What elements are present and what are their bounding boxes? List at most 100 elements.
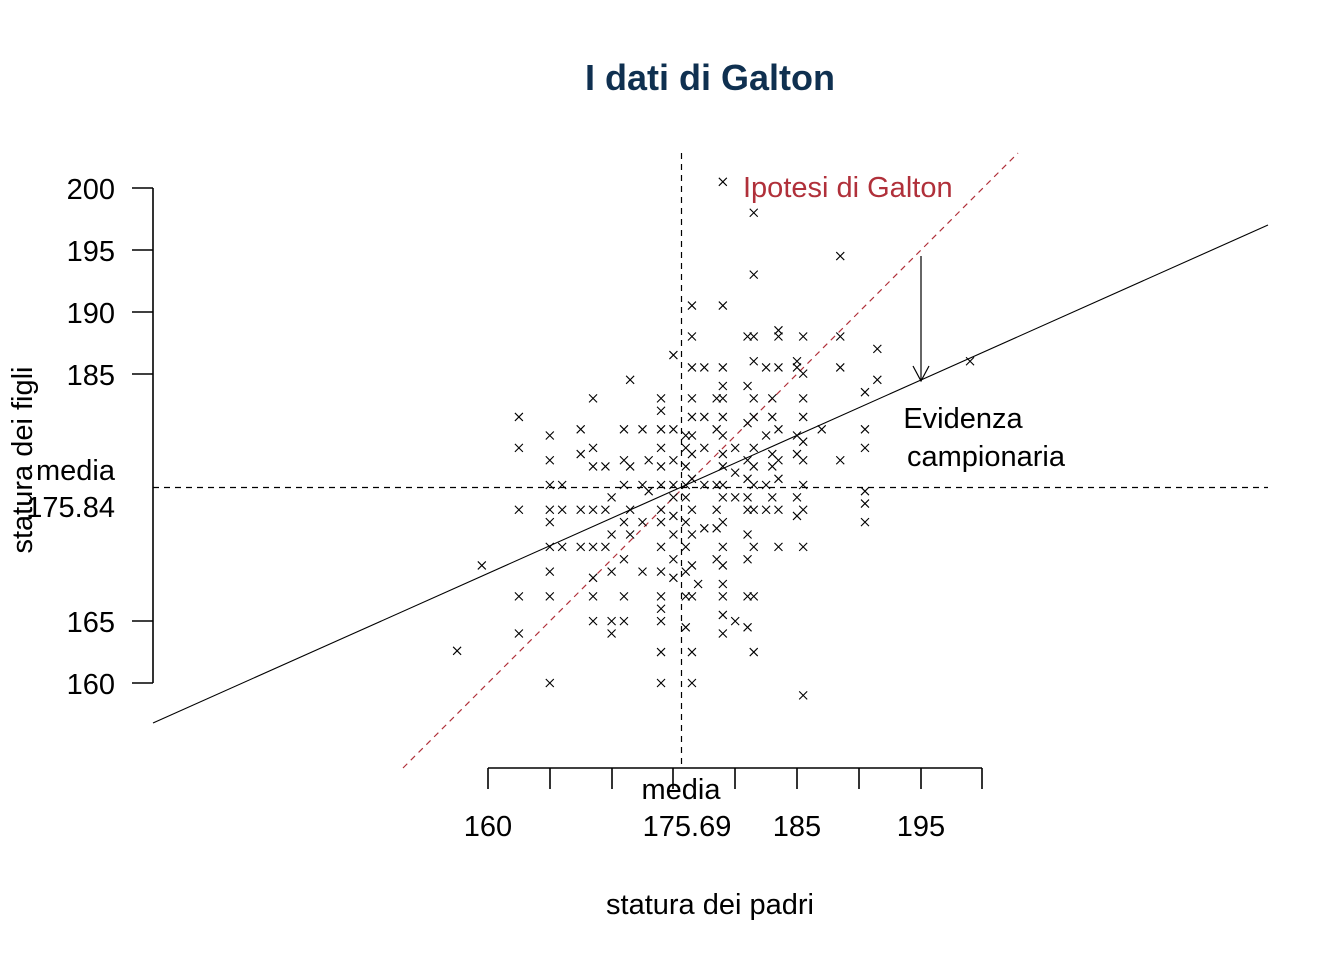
data-point <box>798 369 808 379</box>
y-tick-label: 190 <box>67 298 115 330</box>
data-point <box>656 406 666 416</box>
data-point <box>687 393 697 403</box>
data-point <box>687 332 697 341</box>
data-point <box>749 480 759 490</box>
data-point <box>687 591 697 601</box>
data-point <box>545 455 555 465</box>
data-point <box>625 530 635 539</box>
data-point <box>545 480 555 490</box>
data-point <box>681 492 691 502</box>
y-axis <box>132 187 154 684</box>
data-point <box>514 412 524 422</box>
data-point <box>774 505 783 515</box>
data-point <box>817 424 827 434</box>
data-point <box>749 647 759 657</box>
data-point <box>860 443 870 453</box>
data-point <box>718 517 728 527</box>
data-point <box>798 542 808 552</box>
x-mean-value: 175.69 <box>643 811 732 843</box>
data-point <box>687 449 697 459</box>
data-point <box>669 554 678 564</box>
x-tick-label: 185 <box>773 811 821 843</box>
data-point <box>718 492 728 502</box>
data-point <box>767 393 777 403</box>
data-point <box>619 480 629 490</box>
data-point <box>687 431 697 440</box>
data-point <box>798 505 808 515</box>
data-point <box>588 542 598 552</box>
data-point <box>687 363 697 372</box>
data-point <box>749 542 759 552</box>
y-tick-label: 200 <box>67 174 115 206</box>
data-point <box>798 393 808 403</box>
data-point <box>798 690 808 700</box>
x-mean-label: media <box>642 774 722 806</box>
data-point <box>687 647 697 657</box>
y-axis-label: statura dei figli <box>7 367 39 554</box>
data-point <box>681 591 691 601</box>
data-point <box>681 542 691 552</box>
data-point <box>557 505 567 515</box>
data-points <box>452 177 975 700</box>
data-point <box>749 270 759 280</box>
data-point <box>619 517 629 527</box>
data-point <box>669 511 678 521</box>
data-point <box>743 332 752 341</box>
data-point <box>761 480 771 490</box>
data-point <box>792 492 802 502</box>
data-point <box>835 363 845 372</box>
data-point <box>718 579 728 589</box>
data-point <box>656 393 666 403</box>
data-point <box>798 480 808 490</box>
data-point <box>681 622 691 632</box>
data-point <box>514 443 524 453</box>
data-point <box>860 517 870 527</box>
data-point <box>545 678 555 688</box>
data-point <box>607 616 616 626</box>
data-point <box>718 561 728 570</box>
data-point <box>656 542 666 552</box>
data-point <box>749 505 759 515</box>
x-tick-label: 160 <box>464 811 512 843</box>
data-point <box>588 616 598 626</box>
data-point <box>557 480 567 490</box>
data-point <box>625 462 635 471</box>
data-point <box>656 591 666 601</box>
data-point <box>718 412 728 422</box>
data-point <box>656 567 666 577</box>
y-tick-label: 185 <box>67 360 115 392</box>
y-tick-label: 195 <box>67 236 115 268</box>
data-point <box>749 462 759 471</box>
data-point <box>699 523 709 533</box>
data-point <box>718 449 728 459</box>
evidence-arrowhead <box>912 365 930 383</box>
data-point <box>625 505 635 515</box>
data-point <box>693 579 703 589</box>
data-point <box>774 424 783 434</box>
data-point <box>743 505 752 515</box>
data-point <box>452 646 462 656</box>
data-point <box>656 443 666 453</box>
data-point <box>743 381 752 391</box>
data-point <box>730 468 740 478</box>
data-point <box>798 332 808 341</box>
data-point <box>514 505 524 515</box>
data-point <box>749 208 759 218</box>
data-point <box>656 517 666 527</box>
evidence-label: Evidenza <box>903 403 1023 435</box>
data-point <box>601 462 610 471</box>
data-point <box>656 678 666 688</box>
data-point <box>792 356 802 366</box>
data-point <box>669 573 678 583</box>
data-point <box>761 363 771 372</box>
regression-line <box>152 224 1269 724</box>
data-point <box>576 424 586 434</box>
data-point <box>545 517 555 527</box>
chart-title: I dati di Galton <box>585 57 835 98</box>
data-point <box>743 591 752 601</box>
data-point <box>669 424 678 434</box>
data-point <box>545 591 555 601</box>
y-mean-value: 175.84 <box>26 492 115 524</box>
data-point <box>743 492 752 502</box>
